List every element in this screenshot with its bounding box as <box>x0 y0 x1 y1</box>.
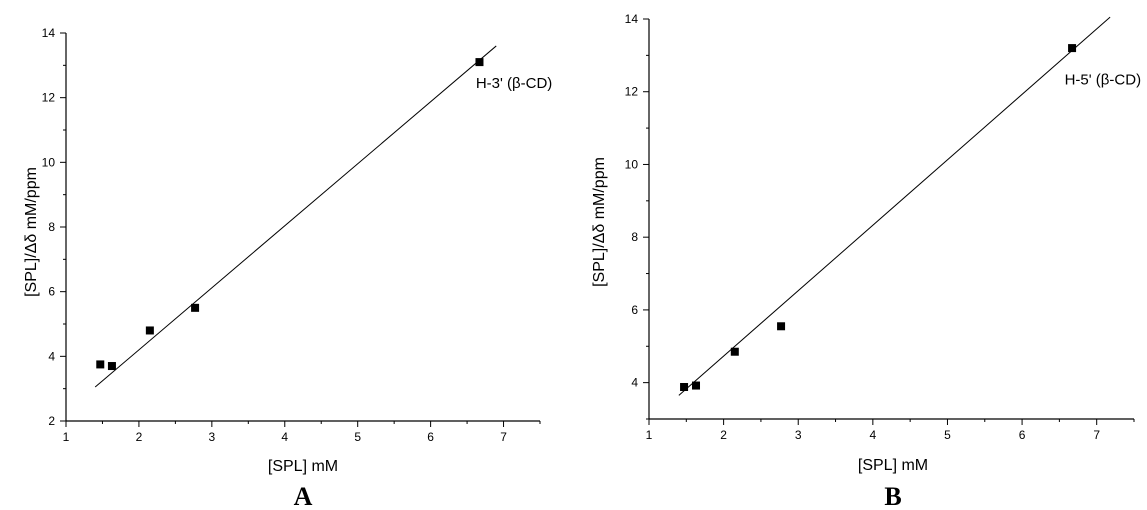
series-annotation: H-3' (β-CD) <box>476 75 552 92</box>
y-tick-label: 10 <box>42 155 56 169</box>
x-tick-label: 5 <box>944 428 951 442</box>
y-tick-label: 6 <box>48 285 55 299</box>
x-tick-label: 1 <box>646 428 653 442</box>
y-axis-title: [SPL]/Δδ mM/ppm <box>23 167 40 297</box>
data-point <box>730 347 739 356</box>
y-tick-label: 4 <box>631 376 638 390</box>
data-point <box>692 381 701 390</box>
y-tick-label: 12 <box>625 85 639 99</box>
x-tick-label: 4 <box>870 428 877 442</box>
y-tick-label: 14 <box>625 12 639 26</box>
data-point <box>475 58 484 67</box>
data-point <box>191 303 200 312</box>
x-axis-title: [SPL] mM <box>858 457 928 474</box>
x-tick-label: 5 <box>354 430 361 444</box>
y-axis-title: [SPL]/Δδ mM/ppm <box>591 157 608 287</box>
y-tick-label: 10 <box>625 157 639 171</box>
series-annotation: H-5' (β-CD) <box>1065 71 1141 88</box>
x-tick-label: 2 <box>136 430 143 444</box>
y-tick-label: 4 <box>48 349 55 363</box>
y-tick-label: 8 <box>631 230 638 244</box>
panel-label: A <box>294 482 313 510</box>
data-point <box>777 322 786 331</box>
fit-line <box>94 45 497 388</box>
y-tick-label: 12 <box>42 91 56 105</box>
x-tick-label: 3 <box>795 428 802 442</box>
data-point <box>145 326 154 335</box>
x-axis-title: [SPL] mM <box>268 458 338 475</box>
y-tick-label: 6 <box>631 303 638 317</box>
data-point <box>96 360 105 369</box>
y-tick-label: 14 <box>42 26 56 40</box>
y-tick-label: 2 <box>48 414 55 428</box>
x-tick-label: 3 <box>209 430 216 444</box>
panel-label: B <box>884 482 901 510</box>
x-tick-label: 7 <box>1093 428 1100 442</box>
x-tick-label: 6 <box>427 430 434 444</box>
data-point <box>1068 44 1077 53</box>
x-tick-label: 4 <box>281 430 288 444</box>
x-tick-label: 6 <box>1019 428 1026 442</box>
data-point <box>680 383 689 391</box>
fit-line <box>678 16 1111 396</box>
y-tick-label: 8 <box>48 220 55 234</box>
x-tick-label: 2 <box>720 428 727 442</box>
x-tick-label: 7 <box>500 430 507 444</box>
x-tick-label: 1 <box>63 430 70 444</box>
data-point <box>107 362 116 371</box>
